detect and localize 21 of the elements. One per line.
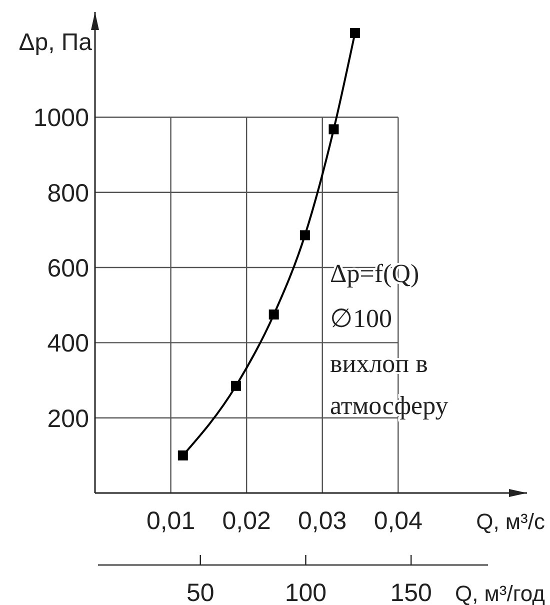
point: [300, 230, 310, 240]
x2-tick-label: 50: [186, 579, 214, 605]
x-axis-title: Q, м³/с: [476, 509, 545, 534]
y-tick-label: 1000: [33, 104, 89, 132]
y-axis-title: Δp, Па: [18, 29, 93, 56]
y-tick-label: 400: [47, 330, 89, 358]
y-tick-label: 800: [47, 179, 89, 208]
point: [178, 450, 188, 460]
x2-tick-label: 100: [284, 579, 327, 605]
y-tick-label: 200: [47, 404, 89, 433]
point: [230, 380, 241, 391]
x2-tick-label: 150: [390, 579, 432, 605]
x-tick-label: 0,01: [146, 507, 196, 535]
point: [268, 310, 279, 320]
point: [350, 28, 360, 38]
x-tick-label: 0,04: [374, 507, 423, 535]
point: [328, 124, 339, 134]
x-tick-label: 0,03: [298, 507, 347, 535]
x-tick-label: 0,02: [222, 507, 271, 535]
y-tick-label: 600: [47, 254, 89, 283]
annotation: ∅100: [330, 304, 392, 333]
